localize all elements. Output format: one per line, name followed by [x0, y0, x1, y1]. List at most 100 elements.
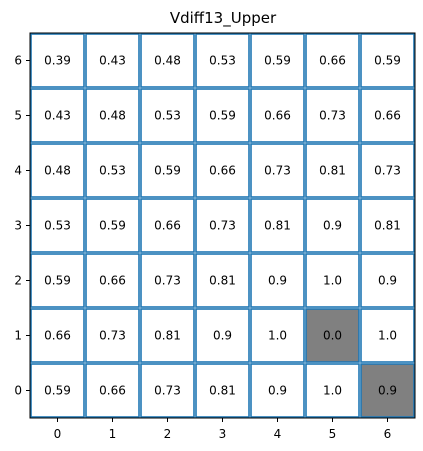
cell-value-label-4-4: 0.73 [264, 164, 291, 178]
cell-value-label-6-4: 0.73 [374, 164, 401, 178]
cell-value-label-2-6: 0.48 [154, 54, 181, 68]
heatmap-cell-4-0 [250, 363, 305, 418]
heatmap-cells: 0.39 0.43 0.48 0.53 0.59 0.66 0.59 0.43 0.48 0.53… [30, 33, 415, 418]
cell-value-label-5-2: 1.0 [323, 274, 342, 288]
cell-value-label-5-1: 0.0 [323, 329, 342, 343]
heatmap-cell-1-5 [85, 88, 140, 143]
heatmap-cell-0-4 [30, 143, 85, 198]
cell-value-label-3-0: 0.81 [209, 384, 236, 398]
cell-value-label-0-2: 0.59 [44, 274, 71, 288]
cell-value-label-1-2: 0.66 [99, 274, 126, 288]
heatmap-cell-0-0 [30, 363, 85, 418]
heatmap-cell-2-1 [140, 308, 195, 363]
heatmap-cell-6-3 [360, 198, 415, 253]
heatmap-cell-3-1 [195, 308, 250, 363]
heatmap-cell-3-2 [195, 253, 250, 308]
cell-value-label-6-2: 0.9 [378, 274, 397, 288]
x-tick-label-2: 2 [164, 427, 172, 441]
y-axis-ticks: 6 5 4 3 2 1 0 [14, 54, 30, 398]
x-tick-label-6: 6 [384, 427, 392, 441]
cell-value-label-0-1: 0.66 [44, 329, 71, 343]
heatmap-cell-6-1 [360, 308, 415, 363]
heatmap-cell-1-3 [85, 198, 140, 253]
cell-value-label-5-3: 0.9 [323, 219, 342, 233]
cell-value-label-4-3: 0.81 [264, 219, 291, 233]
cell-value-label-6-0: 0.9 [378, 384, 397, 398]
cell-value-label-4-1: 1.0 [268, 329, 287, 343]
cell-value-label-2-0: 0.73 [154, 384, 181, 398]
x-tick-label-4: 4 [274, 427, 282, 441]
heatmap-cell-2-6 [140, 33, 195, 88]
cell-value-label-3-1: 0.9 [213, 329, 232, 343]
cell-value-label-1-6: 0.43 [99, 54, 126, 68]
cell-value-label-0-0: 0.59 [44, 384, 71, 398]
cell-value-label-3-6: 0.53 [209, 54, 236, 68]
cell-value-label-2-3: 0.66 [154, 219, 181, 233]
heatmap-cell-5-4 [305, 143, 360, 198]
heatmap-cell-1-0 [85, 363, 140, 418]
heatmap-cell-2-2 [140, 253, 195, 308]
cell-value-label-4-0: 0.9 [268, 384, 287, 398]
cell-value-label-2-4: 0.59 [154, 164, 181, 178]
heatmap-cell-0-2 [30, 253, 85, 308]
cell-value-label-0-5: 0.43 [44, 109, 71, 123]
heatmap-cell-1-4 [85, 143, 140, 198]
heatmap-cell-0-3 [30, 198, 85, 253]
x-axis-ticks: 0 1 2 3 4 5 6 [54, 418, 392, 441]
cell-value-label-6-3: 0.81 [374, 219, 401, 233]
cell-value-label-2-5: 0.53 [154, 109, 181, 123]
y-tick-label-2: 2 [14, 274, 22, 288]
cell-value-label-6-6: 0.59 [374, 54, 401, 68]
heatmap-cell-4-3 [250, 198, 305, 253]
cell-value-label-6-1: 1.0 [378, 329, 397, 343]
cell-value-label-5-5: 0.73 [319, 109, 346, 123]
heatmap-cell-4-2 [250, 253, 305, 308]
y-tick-label-3: 3 [14, 219, 22, 233]
cell-value-label-0-6: 0.39 [44, 54, 71, 68]
heatmap-cell-4-5 [250, 88, 305, 143]
cell-value-label-1-5: 0.48 [99, 109, 126, 123]
x-tick-label-3: 3 [219, 427, 227, 441]
heatmap-cell-6-2 [360, 253, 415, 308]
cell-value-label-1-3: 0.59 [99, 219, 126, 233]
heatmap-cell-3-5 [195, 88, 250, 143]
heatmap-cell-5-0 [305, 363, 360, 418]
cell-value-label-0-4: 0.48 [44, 164, 71, 178]
cell-value-label-5-4: 0.81 [319, 164, 346, 178]
heatmap-cell-5-6 [305, 33, 360, 88]
cell-value-label-2-2: 0.73 [154, 274, 181, 288]
heatmap-cell-6-4 [360, 143, 415, 198]
cell-value-label-3-3: 0.73 [209, 219, 236, 233]
heatmap-cell-3-0 [195, 363, 250, 418]
cell-value-label-5-6: 0.66 [319, 54, 346, 68]
y-tick-label-4: 4 [14, 164, 22, 178]
cell-value-label-2-1: 0.81 [154, 329, 181, 343]
plot-frame [29, 32, 416, 419]
cell-value-label-5-0: 1.0 [323, 384, 342, 398]
heatmap-cell-4-4 [250, 143, 305, 198]
heatmap-cell-4-6 [250, 33, 305, 88]
heatmap-cell-2-5 [140, 88, 195, 143]
heatmap-cell-2-4 [140, 143, 195, 198]
heatmap-cell-2-3 [140, 198, 195, 253]
heatmap-cell-1-1 [85, 308, 140, 363]
heatmap-cell-0-6 [30, 33, 85, 88]
cell-value-label-0-3: 0.53 [44, 219, 71, 233]
heatmap-cell-6-5 [360, 88, 415, 143]
heatmap-cell-5-3 [305, 198, 360, 253]
heatmap-cell-4-1 [250, 308, 305, 363]
heatmap-cell-2-0 [140, 363, 195, 418]
cell-value-label-4-6: 0.59 [264, 54, 291, 68]
x-tick-label-5: 5 [329, 427, 337, 441]
y-tick-label-0: 0 [14, 384, 22, 398]
heatmap-cell-3-3 [195, 198, 250, 253]
cell-value-label-1-0: 0.66 [99, 384, 126, 398]
y-tick-label-5: 5 [14, 109, 22, 123]
heatmap-cell-6-6 [360, 33, 415, 88]
cell-value-label-3-2: 0.81 [209, 274, 236, 288]
cell-value-label-3-5: 0.59 [209, 109, 236, 123]
cell-value-label-6-5: 0.66 [374, 109, 401, 123]
cell-value-label-4-2: 0.9 [268, 274, 287, 288]
heatmap-cell-0-5 [30, 88, 85, 143]
